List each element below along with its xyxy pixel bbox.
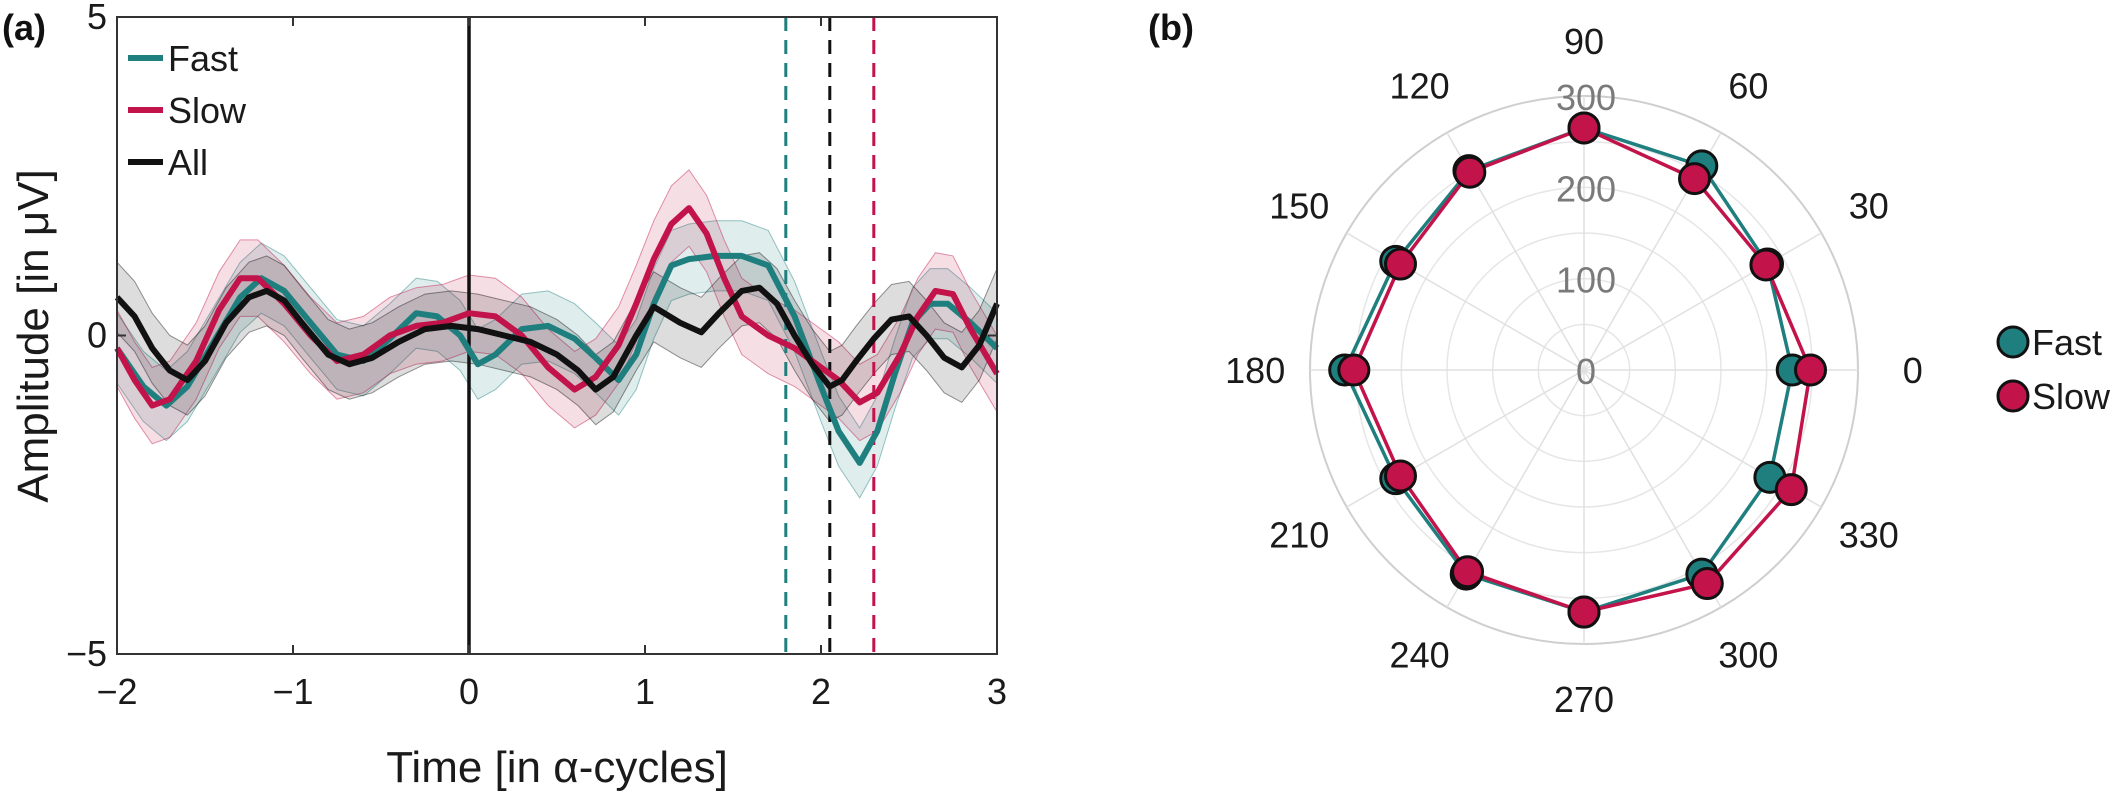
polar-point-slow (1383, 459, 1417, 493)
y-tick-label: 5 (87, 0, 107, 37)
legend-label-fast: Fast (2032, 322, 2102, 363)
angle-tick-label: 210 (1269, 514, 1329, 555)
y-axis-label: Amplitude [in μV] (9, 169, 58, 503)
line-slow (114, 205, 1000, 409)
marker-lines (467, 17, 876, 654)
x-tick-label: 0 (459, 671, 479, 712)
y-tick-label: −5 (66, 633, 107, 674)
panel-a-label: (a) (2, 7, 46, 48)
x-tick-label: 1 (635, 671, 655, 712)
x-tick-label: −1 (272, 671, 313, 712)
y-tick-label: 0 (87, 315, 107, 356)
polar-series (1328, 111, 1828, 629)
angle-tick-label: 120 (1390, 65, 1450, 106)
angle-tick-label: 240 (1390, 635, 1450, 676)
angle-tick-label: 270 (1554, 679, 1614, 720)
x-axis-label: Time [in α-cycles] (386, 743, 728, 792)
radial-tick-label: 100 (1556, 260, 1616, 301)
angle-tick-label: 300 (1718, 635, 1778, 676)
axis-ticks: −2 −1 0 1 2 3 −5 0 5 (66, 0, 1007, 712)
x-tick-label: 2 (811, 671, 831, 712)
legend-label-all: All (168, 142, 208, 183)
legend-label-slow: Slow (2032, 376, 2111, 417)
angle-tick-label: 90 (1564, 21, 1604, 62)
polar-tick-labels: 0 100 200 300 0 30 60 90 120 150 180 210 240 270 300 33… (1225, 21, 1923, 720)
polar-point-slow (1383, 247, 1417, 281)
legend-label-fast: Fast (168, 38, 238, 79)
polar-point-slow (1749, 248, 1783, 282)
x-tick-label: 3 (987, 671, 1007, 712)
line-fast (114, 252, 1000, 466)
legend-label-slow: Slow (168, 90, 247, 131)
panel-b-label: (b) (1148, 7, 1194, 48)
angle-tick-label: 60 (1728, 65, 1768, 106)
angle-tick-label: 0 (1903, 350, 1923, 391)
legend-a: Fast Slow All (128, 38, 247, 183)
legend-marker-fast (1996, 325, 2030, 359)
angle-tick-label: 180 (1225, 350, 1285, 391)
polar-point-slow (1453, 155, 1487, 189)
angle-tick-label: 30 (1849, 186, 1889, 227)
series-lines (114, 205, 1000, 466)
polar-grid (1309, 95, 1859, 645)
angle-tick-label: 150 (1269, 186, 1329, 227)
polar-point-slow (1451, 555, 1485, 589)
confidence-bands (116, 169, 998, 499)
radial-tick-label: 0 (1576, 351, 1596, 392)
polar-point-slow (1337, 353, 1371, 387)
legend-marker-slow (1996, 379, 2030, 413)
radial-tick-label: 300 (1556, 77, 1616, 118)
polar-point-slow (1678, 162, 1712, 196)
polar-point-slow (1567, 595, 1601, 629)
polar-point-slow (1774, 473, 1808, 507)
angle-tick-label: 330 (1839, 514, 1899, 555)
polar-point-slow (1690, 567, 1724, 601)
legend-b: Fast Slow (1996, 322, 2111, 417)
line-all (114, 284, 1000, 393)
panel-a-line-chart: (a) −2 −1 0 1 2 3 −5 0 5 Fast Slow All Time [in α-… (2, 0, 1007, 792)
polar-point-slow (1794, 353, 1828, 387)
polar-point-slow (1567, 111, 1601, 145)
x-tick-label: −2 (96, 671, 137, 712)
panel-b-polar-chart: (b) 0 100 200 300 0 30 60 90 120 150 180 210 240 270 3… (1148, 7, 2111, 720)
radial-tick-label: 200 (1556, 168, 1616, 209)
